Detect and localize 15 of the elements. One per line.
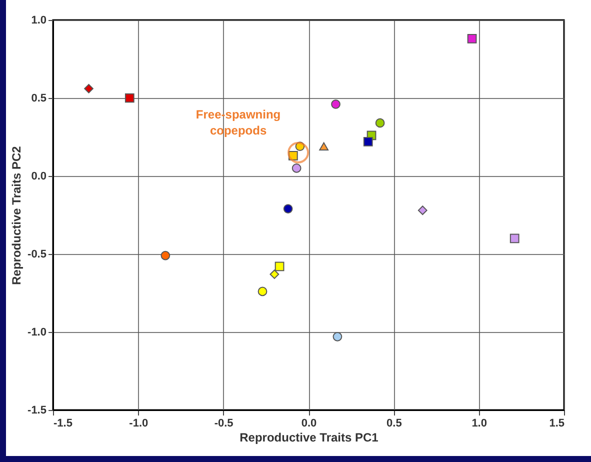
y-axis-title: Reproductive Traits PC2 [10,146,24,285]
y-tick-label: -0.5 [28,248,46,260]
x-tick-label: 0.5 [386,418,402,430]
x-tick-label: 1.0 [472,418,487,430]
x-tick-label: 0.0 [301,418,317,430]
x-tick-label: 1.5 [549,418,564,430]
y-tick-label: 0.5 [31,92,46,104]
x-tick-label: -1.0 [129,418,148,430]
y-tick-label: -1.0 [28,326,46,338]
x-tick-label: -1.5 [54,418,72,430]
y-tick-label: -1.5 [28,404,46,416]
y-tick-label: 0.0 [31,170,46,182]
y-tick-label: 1.0 [31,14,46,26]
x-axis-title: Reproductive Traits PC1 [240,430,379,444]
x-tick-label: -0.5 [214,418,234,430]
